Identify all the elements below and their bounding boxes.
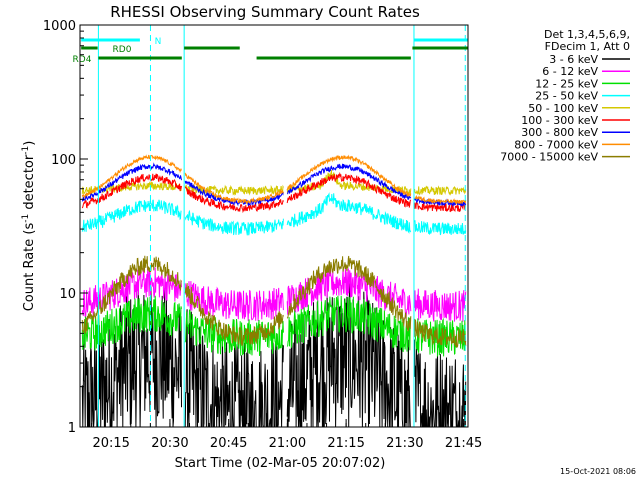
legend-label: 12 - 25 keV xyxy=(535,77,598,90)
legend-header: FDecim 1, Att 0 xyxy=(545,40,630,53)
y-tick-label: 10 xyxy=(59,287,76,302)
x-axis-label: Start Time (02-Mar-05 20:07:02) xyxy=(175,456,386,471)
legend-label: 800 - 7000 keV xyxy=(514,138,598,151)
series-line-6 xyxy=(81,162,467,207)
legend-label: 100 - 300 keV xyxy=(521,114,598,127)
x-tick-label: 21:15 xyxy=(327,436,364,451)
y-axis-label-part: ) xyxy=(22,141,37,146)
legend-label: 6 - 12 keV xyxy=(542,65,598,78)
series-line-8 xyxy=(81,255,467,348)
y-tick-label: 1 xyxy=(68,421,76,436)
y-axis: 1 10 100 1000 xyxy=(43,19,88,436)
legend-label: 300 - 800 keV xyxy=(521,126,598,139)
footer-timestamp: 15-Oct-2021 08:06 xyxy=(560,467,636,476)
series-line-7 xyxy=(81,154,467,205)
legend-label: 7000 - 15000 keV xyxy=(500,151,598,164)
series-line-4 xyxy=(81,169,467,196)
series-line-3 xyxy=(81,192,467,236)
series-line-0 xyxy=(81,283,467,427)
y-axis-label-part: detector xyxy=(22,154,37,214)
x-tick-label: 21:45 xyxy=(445,436,482,451)
chart-title: RHESSI Observing Summary Count Rates xyxy=(110,3,420,21)
x-axis: 20:15 20:30 20:45 21:00 21:15 21:30 21:45 xyxy=(91,419,482,451)
x-tick-label: 20:30 xyxy=(151,436,188,451)
y-axis-label-part: Count Rate (s xyxy=(22,223,37,312)
indicator-label: N xyxy=(155,37,162,47)
plot-frame xyxy=(79,24,469,428)
y-axis-label: Count Rate (s-1 detector-1) xyxy=(21,141,37,312)
legend-label: 3 - 6 keV xyxy=(549,53,598,66)
legend: Det 1,3,4,5,6,9,FDecim 1, Att 03 - 6 keV… xyxy=(500,28,630,164)
legend-header: Det 1,3,4,5,6,9, xyxy=(544,28,630,41)
x-tick-label: 20:15 xyxy=(92,436,129,451)
x-tick-label: 21:30 xyxy=(386,436,423,451)
series-layer xyxy=(81,154,467,427)
y-tick-label: 100 xyxy=(51,153,76,168)
series-line-5 xyxy=(81,171,467,214)
x-tick-label: 21:00 xyxy=(269,436,306,451)
legend-label: 25 - 50 keV xyxy=(535,90,598,103)
indicator-bars: N RD0 RD4 xyxy=(73,37,468,65)
y-axis-label-sup: -1 xyxy=(21,146,31,155)
indicator-label: RD0 xyxy=(113,45,132,55)
vertical-markers xyxy=(97,25,466,427)
y-axis-label-sup: -1 xyxy=(21,214,31,223)
legend-label: 50 - 100 keV xyxy=(528,102,598,115)
x-tick-label: 20:45 xyxy=(210,436,247,451)
y-tick-label: 1000 xyxy=(43,19,76,34)
indicator-label: RD4 xyxy=(73,55,92,65)
